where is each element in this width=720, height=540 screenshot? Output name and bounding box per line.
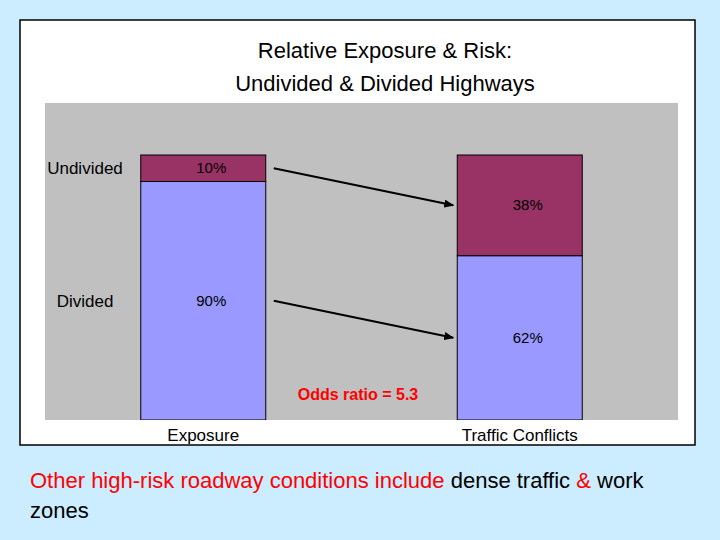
caption-part: dense traffic — [451, 468, 570, 493]
bar-segment — [141, 182, 266, 421]
title-line: Undivided & Divided Highways — [235, 71, 535, 96]
legend-entry: Divided — [57, 292, 114, 311]
chart-svg: Relative Exposure & Risk: Undivided & Div… — [0, 0, 720, 540]
annotation: Odds ratio = 5.3 — [298, 386, 419, 403]
caption: Other high-risk roadway conditions inclu… — [30, 466, 670, 526]
bars — [141, 155, 583, 420]
data-label: 10% — [196, 159, 226, 176]
legend-entry: Undivided — [47, 159, 123, 178]
panel — [20, 20, 695, 445]
data-labels: 90% 10% 62% 38% — [196, 159, 543, 346]
caption-part: & — [576, 468, 591, 493]
page: {"chart_data": {"type": "bar", "title": … — [0, 0, 720, 540]
plot-area — [45, 103, 678, 420]
bar-segment — [457, 155, 582, 256]
bar-segment — [457, 256, 582, 420]
category-label: Exposure — [167, 426, 239, 445]
title: Relative Exposure & Risk: Undivided & Div… — [235, 38, 535, 96]
caption-part: Other high-risk roadway conditions inclu… — [30, 468, 445, 493]
data-label: 62% — [513, 329, 543, 346]
arrow — [274, 168, 454, 205]
data-label: 38% — [513, 196, 543, 213]
title-line: Relative Exposure & Risk: — [258, 38, 512, 63]
bar-segment — [141, 155, 266, 182]
arrow — [274, 301, 454, 338]
data-label: 90% — [196, 292, 226, 309]
category-label: Traffic Conflicts — [462, 426, 578, 445]
